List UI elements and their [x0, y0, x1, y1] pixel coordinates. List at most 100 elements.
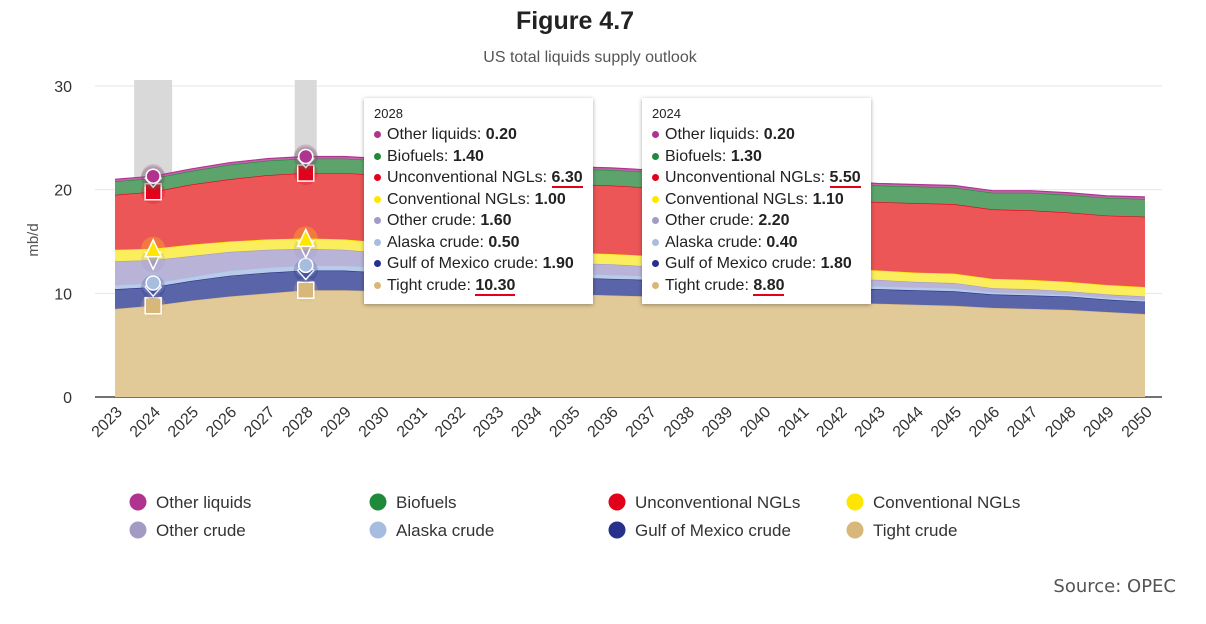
legend-label: Alaska crude: [396, 521, 494, 540]
legend-label: Other crude: [156, 521, 246, 540]
x-tick-label: 2030: [356, 404, 393, 441]
x-tick-label: 2038: [661, 404, 698, 441]
series-dot-icon: [652, 260, 659, 268]
tooltip-value: 2.20: [758, 212, 790, 229]
x-tick-label: 2039: [699, 404, 736, 441]
tooltip-label: Tight crude:: [665, 276, 754, 294]
data-marker[interactable]: [143, 237, 163, 258]
legend-label: Other liquids: [156, 493, 251, 512]
tooltip-row: Unconventional NGLs: 6.30: [374, 167, 583, 189]
x-tick-label: 2040: [737, 404, 774, 441]
x-tick-label: 2046: [966, 404, 1003, 441]
y-tick-label: 20: [54, 183, 72, 200]
x-tick-label: 2037: [623, 404, 660, 441]
tooltip-value: 1.10: [812, 190, 844, 208]
x-tick-label: 2035: [546, 404, 583, 441]
x-tick-label: 2031: [394, 404, 431, 441]
series-dot-icon: [652, 281, 659, 289]
series-dot-icon: [374, 152, 381, 160]
y-tick-label: 0: [63, 390, 72, 407]
tooltip-value: 0.50: [488, 233, 520, 251]
tooltip-row: Alaska crude: 0.40: [652, 232, 861, 254]
tooltip-row: Gulf of Mexico crude: 1.80: [652, 253, 861, 275]
legend-item[interactable]: Other liquids: [129, 493, 252, 512]
tooltip-year: 2024: [652, 106, 681, 121]
series-dot-icon: [374, 260, 381, 268]
tooltip-label: Other crude:: [665, 212, 759, 229]
legend-swatch-icon: [846, 493, 864, 511]
series-dot-icon: [374, 281, 381, 289]
tooltip-row: Alaska crude: 0.50: [374, 232, 583, 254]
x-tick-label: 2028: [279, 404, 316, 441]
x-tick-label: 2047: [1004, 404, 1041, 441]
tooltip-label: Other crude:: [387, 212, 481, 229]
legend-item[interactable]: Conventional NGLs: [846, 493, 1021, 512]
legend-swatch-icon: [608, 493, 626, 511]
legend-item[interactable]: Unconventional NGLs: [608, 493, 801, 512]
x-tick-label: 2049: [1080, 404, 1117, 441]
tooltip-row: Other crude: 1.60: [374, 210, 583, 232]
legend-item[interactable]: Tight crude: [846, 521, 958, 540]
data-marker[interactable]: [145, 168, 161, 184]
tooltip-value: 0.20: [485, 126, 517, 143]
x-tick-label: 2041: [775, 404, 812, 441]
tooltip-label: Other liquids:: [387, 126, 486, 143]
tooltip-label: Biofuels:: [665, 147, 731, 165]
series-dot-icon: [374, 238, 381, 246]
x-tick-label: 2043: [852, 404, 889, 441]
series-dot-icon: [374, 174, 381, 182]
legend-label: Unconventional NGLs: [635, 493, 800, 512]
x-tick-label: 2045: [928, 404, 965, 441]
series-dot-icon: [652, 174, 659, 182]
x-tick-label: 2025: [165, 404, 202, 441]
tooltip-label: Other liquids:: [665, 126, 764, 143]
tooltip-2028: 2028 Other liquids: 0.20 Biofuels: 1.40 Unc…: [364, 98, 593, 304]
tooltip-label: Unconventional NGLs:: [665, 169, 830, 186]
series-dot-icon: [652, 131, 659, 139]
x-tick-label: 2034: [508, 404, 545, 441]
tooltip-row: Tight crude: 10.30: [374, 275, 583, 297]
tooltip-row: Unconventional NGLs: 5.50: [652, 167, 861, 189]
x-tick-label: 2036: [585, 404, 622, 441]
x-tick-label: 2042: [813, 404, 850, 441]
legend-item[interactable]: Gulf of Mexico crude: [608, 521, 791, 540]
x-tick-label: 2024: [127, 404, 164, 441]
tooltip-value: 1.40: [452, 147, 484, 165]
data-marker[interactable]: [296, 281, 315, 299]
x-tick-label: 2048: [1042, 404, 1079, 441]
data-marker[interactable]: [296, 227, 315, 248]
tooltip-value: 1.80: [820, 255, 852, 272]
chart-subtitle: US total liquids supply outlook: [483, 49, 697, 66]
legend-label: Tight crude: [873, 521, 957, 540]
x-tick-label: 2023: [89, 404, 126, 441]
series-dot-icon: [374, 217, 381, 225]
tooltip-value: 0.40: [766, 233, 798, 251]
legend-item[interactable]: Biofuels: [369, 493, 457, 512]
data-marker[interactable]: [297, 148, 314, 165]
tooltip-value: 0.20: [763, 126, 795, 143]
tooltip-label: Alaska crude:: [387, 233, 489, 251]
tooltip-label: Tight crude:: [387, 276, 476, 294]
tooltip-row: Other liquids: 0.20: [652, 124, 861, 146]
series-dot-icon: [374, 195, 381, 203]
legend-item[interactable]: Alaska crude: [369, 521, 495, 540]
data-marker[interactable]: [144, 297, 162, 315]
x-tick-label: 2033: [470, 404, 507, 441]
series-dot-icon: [652, 152, 659, 160]
legend-swatch-icon: [129, 521, 147, 539]
series-line: [114, 269, 1146, 303]
x-tick-label: 2044: [890, 404, 927, 441]
tooltip-value: 10.30: [475, 276, 516, 296]
tooltip-label: Unconventional NGLs:: [387, 169, 552, 186]
tooltip-row: Other crude: 2.20: [652, 210, 861, 232]
y-tick-label: 10: [54, 286, 72, 303]
data-marker[interactable]: [145, 275, 161, 291]
tooltip-value: 5.50: [829, 169, 861, 188]
series-line: [114, 155, 1146, 198]
tooltip-year: 2028: [374, 106, 403, 121]
legend-item[interactable]: Other crude: [129, 521, 246, 540]
x-tick-label: 2032: [432, 404, 469, 441]
tooltip-label: Conventional NGLs:: [665, 190, 813, 208]
